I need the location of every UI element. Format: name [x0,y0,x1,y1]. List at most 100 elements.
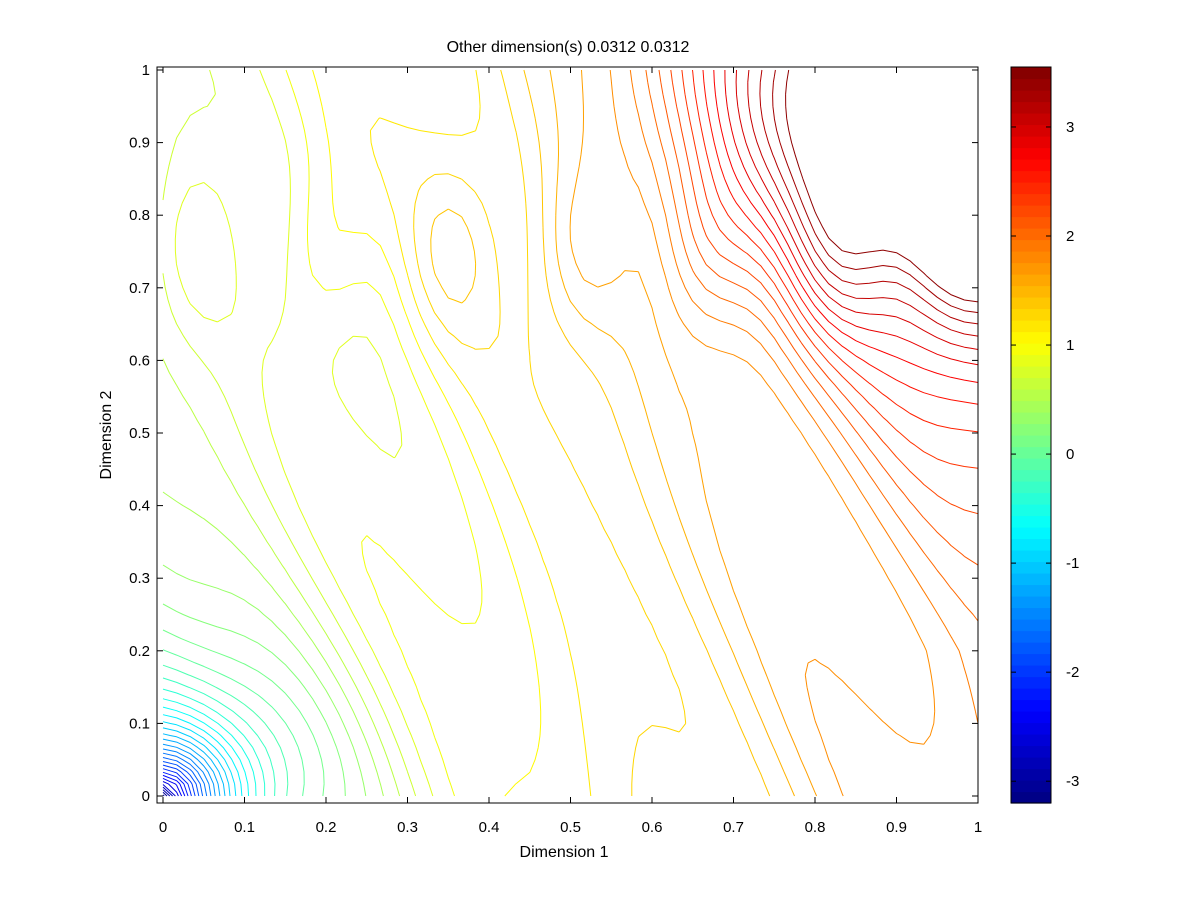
y-tick-label: 0.7 [129,280,150,297]
colorbar-swatch [1011,251,1051,264]
colorbar-swatch [1011,389,1051,402]
colorbar-swatch [1011,274,1051,287]
contour-level-line [162,603,346,797]
colorbar-swatch [1011,262,1051,275]
colorbar-swatch [1011,423,1051,436]
colorbar-swatch [1011,699,1051,712]
colorbar-swatch [1011,653,1051,666]
chart-title: Other dimension(s) 0.0312 0.0312 [447,39,690,56]
colorbar-tick-label: 2 [1066,228,1074,245]
contour-level-line [162,677,276,797]
colorbar-swatch [1011,366,1051,379]
contour-level-line [162,629,325,797]
colorbar-tick-label: -1 [1066,555,1079,572]
colorbar-tick-label: 0 [1066,446,1074,463]
y-tick-label: 0.8 [129,207,150,224]
contour-level-line [162,743,216,797]
colorbar-swatch [1011,90,1051,103]
colorbar-swatch [1011,665,1051,678]
y-tick-label: 0.9 [129,135,150,152]
contour-level-line [747,69,979,337]
contour-level-line [692,69,979,433]
colorbar-swatch [1011,780,1051,793]
y-tick-label: 1 [142,62,150,79]
colorbar-swatch [1011,239,1051,252]
colorbar-swatch [1011,481,1051,494]
colorbar-swatch [1011,78,1051,91]
colorbar-tick-label: -2 [1066,664,1079,681]
contour-level-line [162,784,176,797]
colorbar-swatch [1011,228,1051,241]
contour-level-line [645,69,979,622]
x-tick-label: 0.3 [397,819,418,836]
contour-level-line [162,733,226,797]
colorbar-swatch [1011,182,1051,195]
contour-level-line [430,69,771,797]
colorbar-swatch [1011,124,1051,137]
colorbar-swatch [1011,734,1051,747]
y-axis-label: Dimension 2 [98,390,115,479]
colorbar-swatch [1011,492,1051,505]
x-axis: 0 0.1 0.2 0.3 0.4 0.5 0.6 0.7 0.8 0.9 1 [159,67,982,836]
contour-level-line [162,664,289,797]
x-tick-label: 0.5 [560,819,581,836]
contour-level-line [549,69,795,797]
colorbar-swatch [1011,458,1051,471]
colorbar-swatch [1011,722,1051,735]
contour-level-line [702,69,979,405]
colorbar-swatch [1011,745,1051,758]
colorbar-swatch [1011,757,1051,770]
colorbar-swatch [1011,561,1051,574]
contour-level-line [174,69,434,797]
colorbar-swatch [1011,354,1051,367]
colorbar-swatch [1011,308,1051,321]
colorbar-swatch [1011,469,1051,482]
y-tick-label: 0 [142,788,150,805]
x-tick-label: 0.7 [723,819,744,836]
contour-level-line [162,649,305,797]
contour-level-line [312,69,542,797]
contour-level-line [162,727,231,797]
y-tick-label: 0.6 [129,352,150,369]
contour-level-line [162,791,168,797]
y-tick-label: 0.5 [129,425,150,442]
contour-level-line [162,491,384,797]
colorbar-swatch [1011,584,1051,597]
colorbar-swatch [1011,101,1051,114]
colorbar-swatch [1011,630,1051,643]
colorbar-swatch [1011,343,1051,356]
contour-level-line [162,764,196,797]
contour-level-line [713,69,979,383]
colorbar-frame [1010,66,1052,804]
contour-level-line [162,757,204,797]
contour-level-line [772,69,979,314]
colorbar-swatch [1011,377,1051,390]
contour-level-line [670,69,979,515]
contour-level-line [162,698,257,797]
contour-level-line [162,748,212,797]
colorbar-swatch [1011,768,1051,781]
colorbar-swatch [1011,619,1051,632]
x-tick-label: 0.2 [316,819,337,836]
colorbar-swatch [1011,504,1051,517]
colorbar-tick-label: -3 [1066,773,1079,790]
contour-level-line [569,69,818,797]
contour-level-line [162,752,208,797]
contour-level-line [162,794,165,797]
x-tick-label: 0.4 [479,819,500,836]
colorbar-swatch [1011,113,1051,126]
contour-level-line [162,688,266,797]
colorbar-swatch [1011,205,1051,218]
contour-level-line [609,69,936,797]
contour-level-line [285,69,483,797]
colorbar-swatch [1011,435,1051,448]
contour-level-line [162,738,221,797]
contour-level-line [413,69,687,796]
colorbar-swatch [1011,216,1051,229]
colorbar-swatch [1011,412,1051,425]
x-tick-label: 0.9 [886,819,907,836]
contour-level-line [162,768,192,797]
contour-level-line [658,69,979,566]
contour-level-line [162,771,189,797]
contour-level-line [162,714,243,797]
